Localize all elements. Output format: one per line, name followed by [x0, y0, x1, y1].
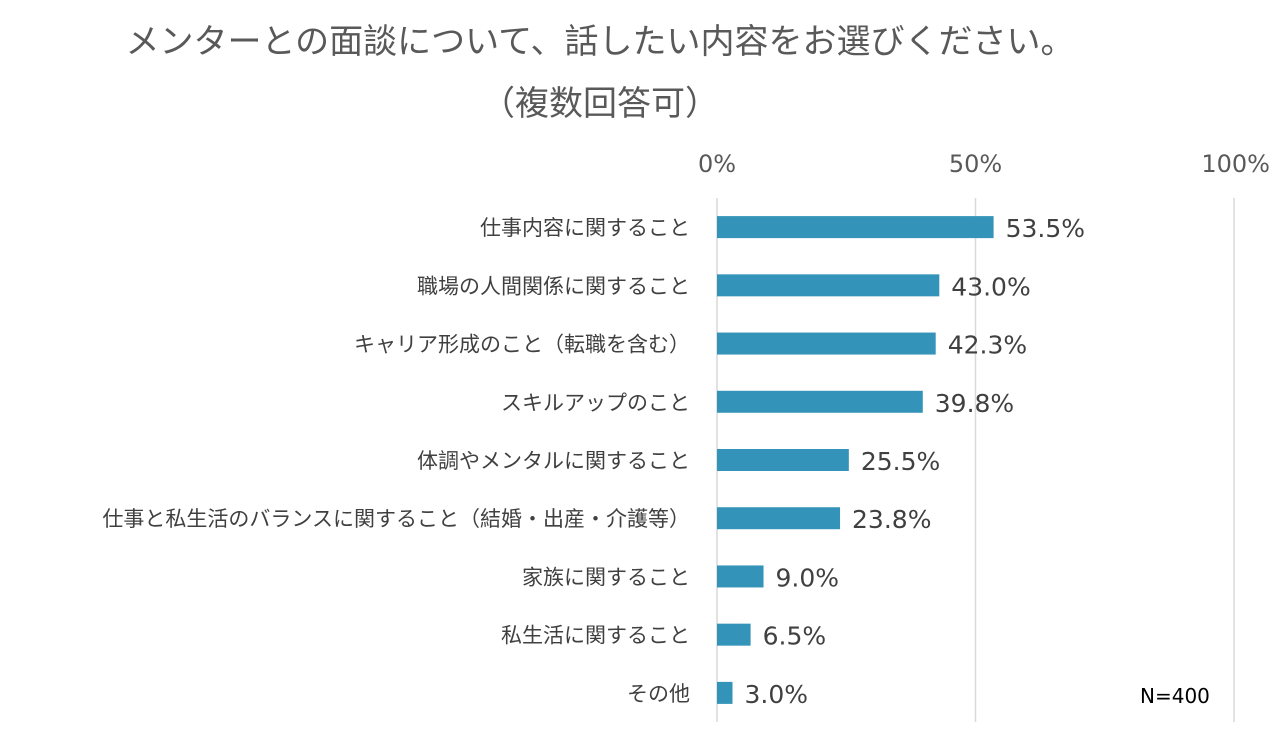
data-label: 43.0% — [951, 272, 1030, 301]
x-tick-label: 50% — [949, 150, 1002, 178]
chart-title: メンターとの面談について、話したい内容をお選びください。 — [125, 22, 1075, 62]
bar — [717, 274, 940, 297]
category-label: キャリア形成のこと（転職を含む） — [354, 333, 690, 357]
category-label: 家族に関すること — [522, 565, 690, 589]
bar — [717, 507, 841, 530]
category-label: その他 — [627, 682, 690, 706]
data-label: 53.5% — [1006, 214, 1085, 243]
data-label: 39.8% — [935, 389, 1014, 418]
bar — [717, 565, 764, 588]
category-label: 私生活に関すること — [501, 624, 690, 648]
data-label: 9.0% — [776, 563, 840, 592]
chart-subtitle: （複数回答可） — [481, 84, 719, 124]
data-label: 23.8% — [852, 505, 931, 534]
category-label: 職場の人間関係に関すること — [417, 274, 690, 298]
bar — [717, 216, 994, 239]
data-label: 25.5% — [861, 447, 940, 476]
bar — [717, 332, 936, 355]
bar — [717, 623, 751, 646]
data-label: 6.5% — [763, 622, 827, 651]
category-label: 仕事内容に関すること — [480, 216, 690, 240]
bar — [717, 390, 923, 413]
category-label: 体調やメンタルに関すること — [417, 449, 690, 473]
bar — [717, 681, 733, 704]
category-label: スキルアップのこと — [501, 391, 690, 415]
sample-size-note: N=400 — [1140, 684, 1210, 708]
data-label: 42.3% — [948, 331, 1027, 360]
category-label: 仕事と私生活のバランスに関すること（結婚・出産・介護等） — [102, 507, 690, 531]
x-tick-label: 0% — [698, 150, 736, 178]
data-label: 3.0% — [745, 680, 809, 709]
bar — [717, 449, 849, 471]
x-tick-label: 100% — [1201, 150, 1270, 178]
